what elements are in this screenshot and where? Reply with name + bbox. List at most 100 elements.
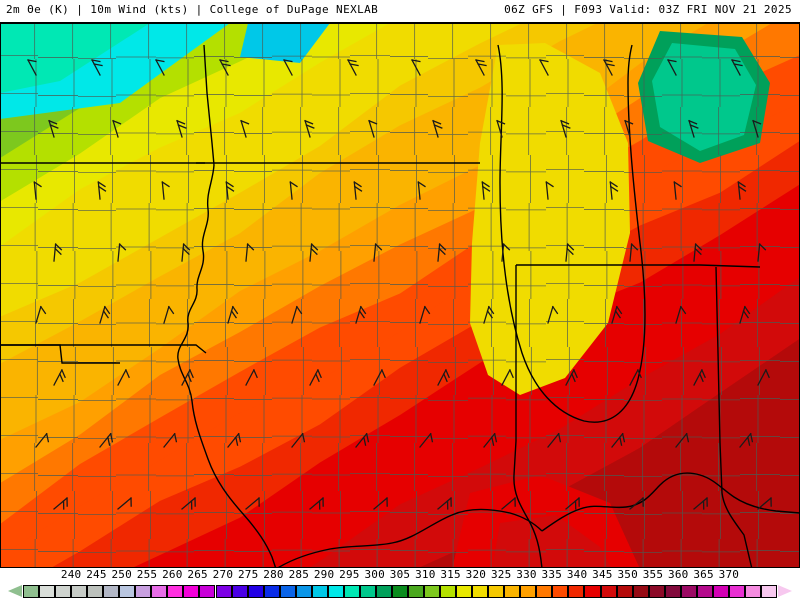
colorbar-swatch: [39, 585, 56, 598]
colorbar-tick-label: 325: [490, 568, 512, 581]
wind-barb-flag: [304, 119, 314, 125]
wind-barb-flag: [167, 305, 175, 315]
wind-barb-shaft: [117, 369, 127, 386]
cold-pocket-ne-core: [652, 43, 756, 151]
wind-barb: [91, 59, 103, 76]
wind-barb-flag: [423, 305, 431, 315]
wind-barb-shaft: [291, 432, 304, 448]
colorbar-swatch: [712, 585, 729, 598]
wind-barb: [309, 369, 322, 386]
wind-barb-flag: [679, 305, 687, 315]
wind-barb: [283, 59, 293, 76]
wind-barb: [547, 432, 562, 448]
wind-barb-flag: [737, 181, 746, 188]
wind-barb-flag: [107, 436, 111, 446]
wind-barb-shaft: [309, 243, 313, 262]
weather-map-canvas[interactable]: [0, 22, 800, 568]
wind-barb-flag: [689, 124, 699, 129]
wind-barb: [739, 305, 751, 324]
colorbar-tick-label: 260: [162, 568, 183, 581]
wind-barb-flag: [103, 305, 111, 315]
wind-barb-flag: [433, 124, 443, 129]
wind-barb-shaft: [240, 119, 247, 138]
wind-barb: [48, 119, 59, 138]
colorbar-swatch: [263, 585, 280, 598]
colorbar-swatch: [552, 585, 569, 598]
wind-barb: [501, 369, 514, 386]
wind-barb-shaft: [752, 119, 759, 138]
wind-barb-shaft: [539, 59, 549, 76]
wind-barb-flag: [481, 181, 490, 188]
wind-barb-flag: [493, 432, 498, 443]
wind-barb-flag: [109, 432, 114, 443]
wind-barb-flag: [246, 243, 255, 251]
wind-barb-flag: [560, 119, 570, 125]
wind-barb-shaft: [501, 243, 505, 262]
wind-barb-flag: [58, 373, 64, 383]
wind-barb-flag: [417, 181, 426, 188]
wind-barb-shaft: [737, 181, 741, 200]
colorbar-swatch: [744, 585, 761, 598]
colorbar-swatch: [375, 585, 392, 598]
wind-barb: [565, 243, 575, 262]
map-header: 2m Θe (K) | 10m Wind (kts) | College of …: [0, 0, 800, 22]
wind-barb-flag: [97, 181, 106, 188]
wind-barb-flag: [49, 124, 59, 129]
wind-barb: [33, 181, 42, 200]
wind-barb: [291, 305, 303, 324]
wind-barb-shaft: [565, 369, 575, 386]
wind-barb-flag: [667, 59, 677, 63]
wind-barb: [112, 119, 122, 138]
wind-barb-flag: [112, 119, 122, 125]
colorbar-swatch-strip: [0, 585, 800, 599]
wind-barb-flag: [609, 181, 618, 188]
colorbar-tick-label: 245: [86, 568, 107, 581]
wind-barb: [245, 243, 255, 262]
wind-barb-flag: [39, 305, 47, 315]
wind-barb-flag: [573, 369, 578, 379]
wind-barb: [419, 432, 434, 448]
wind-barb-flag: [27, 59, 37, 63]
wind-barb-flag: [438, 247, 446, 256]
wind-barb-flag: [545, 181, 554, 188]
wind-barb-flag: [621, 432, 626, 443]
colorbar-swatch: [135, 585, 152, 598]
colorbar-tick-label: 365: [693, 568, 714, 581]
wind-barb: [53, 243, 63, 262]
wind-barb: [539, 59, 549, 76]
wind-barb-flag: [349, 63, 359, 67]
wind-barb: [35, 432, 50, 448]
colorbar-tick-label: 305: [389, 568, 411, 581]
wind-barb-shaft: [91, 59, 101, 76]
wind-barb: [501, 497, 516, 510]
wind-barb: [417, 181, 426, 200]
wind-barb-shaft: [35, 305, 42, 324]
wind-barb-flag: [486, 310, 494, 319]
wind-barb: [181, 243, 191, 262]
wind-barb: [731, 59, 743, 76]
wind-barb-flag: [539, 59, 549, 63]
wind-barb: [225, 181, 235, 200]
wind-barb-flag: [225, 181, 234, 188]
wind-barb-shaft: [739, 305, 746, 324]
wind-barb: [501, 243, 511, 262]
wind-barb: [373, 243, 383, 262]
wind-barb-flag: [561, 124, 571, 129]
colorbar-tick-label: 320: [465, 568, 487, 581]
wind-barb: [368, 119, 378, 138]
wind-barb: [545, 181, 554, 200]
wind-barb: [560, 119, 571, 138]
wind-barb-shaft: [53, 243, 57, 262]
wind-barb-flag: [619, 436, 623, 446]
wind-barb: [219, 59, 231, 76]
ohio-river-east: [541, 472, 800, 532]
wind-barb-flag: [698, 373, 704, 383]
colorbar-tick-label: 345: [592, 568, 613, 581]
colorbar-swatch: [359, 585, 376, 598]
wind-barb: [437, 497, 452, 510]
colorbar-swatch: [456, 585, 473, 598]
wind-barb: [611, 305, 623, 324]
wind-barb-shaft: [483, 305, 490, 324]
wind-barb-shaft: [739, 432, 752, 448]
wind-barb: [97, 181, 107, 200]
